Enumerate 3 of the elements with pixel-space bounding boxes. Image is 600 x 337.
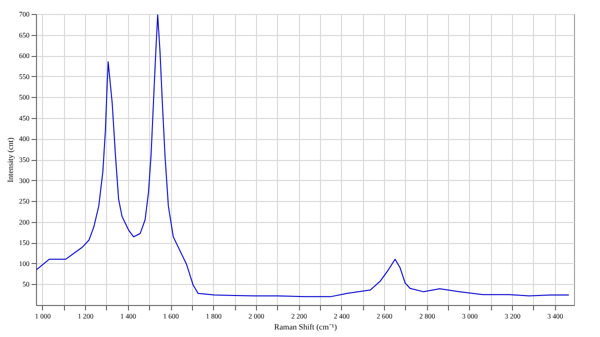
- line-series: [36, 14, 570, 298]
- x-axis-title: Raman Shift (cm⁻¹): [274, 322, 338, 332]
- y-axis-title: Intensity (cnt): [6, 137, 15, 183]
